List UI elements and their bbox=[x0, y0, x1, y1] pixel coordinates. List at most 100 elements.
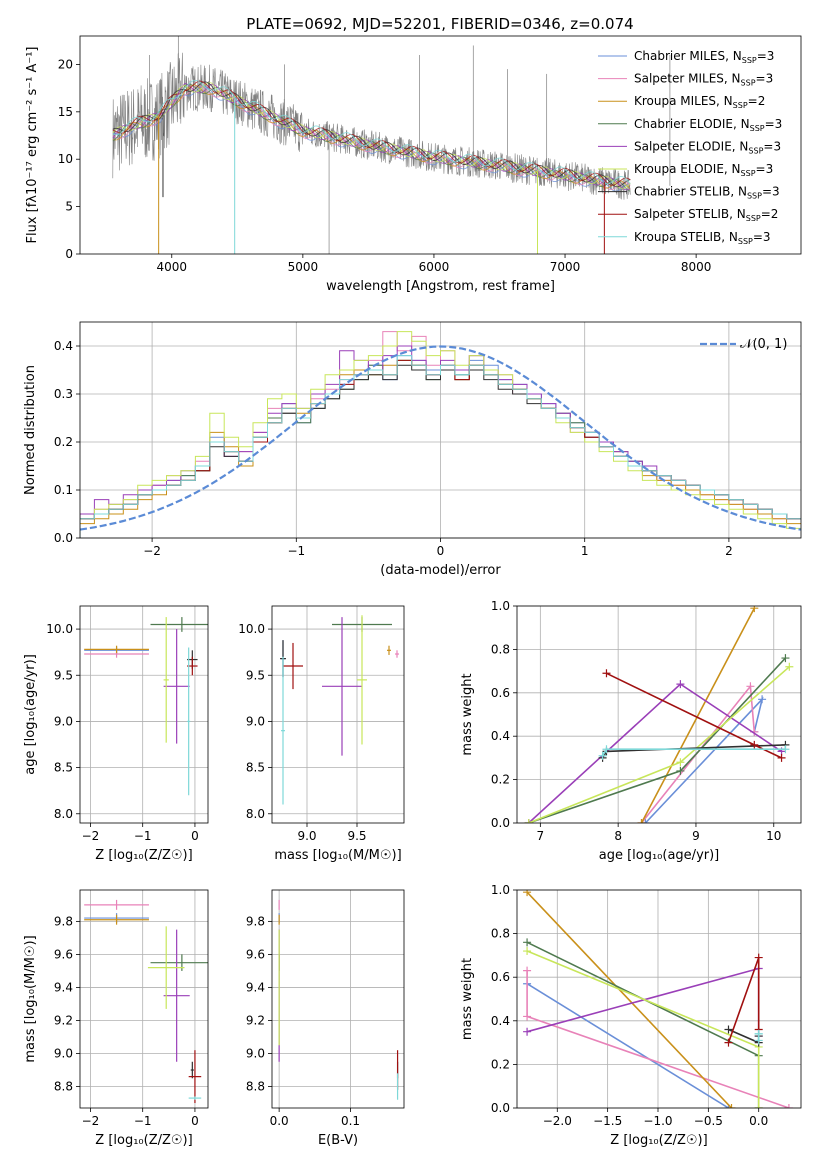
weight-series bbox=[528, 683, 782, 823]
tick-label-y: 8.0 bbox=[54, 807, 73, 821]
plot-area-mass_vs_ebv bbox=[278, 899, 399, 1100]
legend-text: =2 bbox=[748, 94, 766, 108]
weight-series bbox=[526, 941, 760, 1108]
weight-series bbox=[526, 891, 733, 1108]
x-axis-label: wavelength [Angstrom, rest frame] bbox=[326, 279, 555, 294]
tick-label-y: 0.8 bbox=[491, 927, 510, 941]
tick-label-x: 8 bbox=[614, 829, 622, 843]
weight-point bbox=[523, 966, 532, 975]
tick-label-y: 0.4 bbox=[491, 729, 510, 743]
tick-label-y: 0.8 bbox=[491, 642, 510, 656]
tick-label-y: 0.2 bbox=[491, 1057, 510, 1071]
model-spectrum bbox=[112, 79, 631, 185]
weight-point bbox=[524, 819, 533, 823]
weight-point bbox=[784, 1104, 793, 1108]
axes-frame bbox=[516, 889, 802, 1109]
tick-label-x: 0.0 bbox=[270, 1114, 289, 1128]
tick-label-y: 10.0 bbox=[238, 622, 265, 636]
tick-label-y: 0.0 bbox=[54, 531, 73, 545]
y-axis-label: mass weight bbox=[460, 673, 475, 755]
legend-text: =3 bbox=[765, 117, 783, 131]
legend-text: Salpeter ELODIE, N bbox=[634, 139, 748, 153]
tick-label-y: 15 bbox=[58, 105, 73, 119]
tick-label-y: 9.2 bbox=[54, 1013, 73, 1027]
weight-series bbox=[640, 684, 756, 823]
tick-label-y: 9.4 bbox=[54, 980, 73, 994]
tick-label-y: 8.8 bbox=[54, 1080, 73, 1094]
y-axis-label: mass [log₁₀(M/M☉)] bbox=[23, 935, 38, 1062]
axes-mass_vs_ebv: 0.0 0.1 8.8 9.0 9.2 9.4 9.6 9.8 E(B-V) bbox=[246, 889, 405, 1148]
plot-area-mass_weight_vs_Z bbox=[523, 890, 793, 1108]
x-axis-label: E(B-V) bbox=[318, 1133, 358, 1148]
tick-label-x: −2 bbox=[82, 1114, 100, 1128]
weight-point bbox=[746, 682, 755, 691]
legend-text: =2 bbox=[761, 207, 779, 221]
normal-curve bbox=[80, 345, 801, 531]
tick-label-y: 20 bbox=[58, 57, 73, 71]
tick-label-y: 9.8 bbox=[54, 914, 73, 928]
plot-area-age_vs_mass bbox=[280, 615, 399, 805]
legend-text: Salpeter STELIB, N bbox=[634, 207, 746, 221]
tick-label-y: 0.1 bbox=[54, 483, 73, 497]
tick-label-y: 9.0 bbox=[54, 1047, 73, 1061]
y-axis-label: Flux [fλ10⁻¹⁷ erg cm⁻² s⁻¹ A⁻¹] bbox=[25, 47, 40, 244]
legend-entry: Salpeter MILES, NSSP=3 bbox=[634, 72, 773, 88]
tick-label-x: 0.1 bbox=[341, 1114, 360, 1128]
x-axis-label: Z [log₁₀(Z/Z☉)] bbox=[95, 848, 192, 863]
tick-label-x: 1 bbox=[581, 544, 589, 558]
weight-point bbox=[750, 740, 759, 749]
y-axis-label: age [log₁₀(age/yr)] bbox=[23, 654, 38, 775]
tick-label-y: 9.6 bbox=[246, 947, 265, 961]
weight-point bbox=[758, 695, 767, 704]
weight-point bbox=[777, 753, 786, 762]
x-axis-label: mass [log₁₀(M/M☉)] bbox=[274, 848, 401, 863]
y-axis-label: Normed distribution bbox=[23, 365, 38, 495]
model-spectrum bbox=[112, 84, 631, 190]
tick-label-x: 7 bbox=[537, 829, 545, 843]
legend-entry: Kroupa MILES, NSSP=2 bbox=[634, 94, 765, 110]
tick-label-x: −1.5 bbox=[593, 1114, 622, 1128]
tick-label-y: 0.2 bbox=[491, 773, 510, 787]
tick-label-y: 9.4 bbox=[246, 980, 265, 994]
tick-label-x: −2 bbox=[143, 544, 161, 558]
x-axis-label: Z [log₁₀(Z/Z☉)] bbox=[95, 1133, 192, 1148]
tick-label-x: 9.5 bbox=[347, 829, 366, 843]
legend-entry: Chabrier STELIB, NSSP=3 bbox=[634, 185, 780, 201]
plot-area-residuals bbox=[80, 331, 801, 538]
tick-label-x: 2 bbox=[725, 544, 733, 558]
weight-point bbox=[781, 654, 790, 663]
axes-mass_weight_vs_Z: −2.0 −1.5 −1.0 −0.5 0.0 0.0 0.2 0.4 0.6 0.8 1.0 Z [… bbox=[460, 883, 802, 1148]
weight-point bbox=[727, 1104, 736, 1108]
weight-point bbox=[785, 662, 794, 671]
legend-text: =3 bbox=[753, 230, 771, 244]
tick-label-y: 8.5 bbox=[54, 761, 73, 775]
tick-label-x: −1.0 bbox=[643, 1114, 672, 1128]
tick-label-y: 8.0 bbox=[246, 807, 265, 821]
legend-text: Kroupa MILES, N bbox=[634, 94, 733, 108]
axes-frame bbox=[516, 605, 802, 824]
tick-label-y: 0.6 bbox=[491, 970, 510, 984]
weight-point bbox=[523, 1027, 532, 1036]
weight-point bbox=[676, 766, 685, 775]
tick-label-y: 1.0 bbox=[491, 883, 510, 897]
tick-label-y: 9.0 bbox=[246, 1047, 265, 1061]
axes-frame bbox=[79, 605, 209, 824]
weight-point bbox=[523, 947, 532, 956]
tick-label-x: 0 bbox=[437, 544, 445, 558]
axes-frame bbox=[271, 605, 405, 824]
legend-subscript: SSP bbox=[746, 214, 761, 223]
tick-label-y: 0.0 bbox=[491, 1101, 510, 1115]
tick-label-y: 10.0 bbox=[46, 622, 73, 636]
legend-subscript: SSP bbox=[750, 124, 765, 133]
legend-subscript: SSP bbox=[742, 56, 757, 65]
axes-age_vs_mass: 9.0 9.5 8.0 8.5 9.0 9.5 10.0 mass [log₁₀(M/M☉)] bbox=[238, 605, 405, 863]
weight-point bbox=[676, 680, 685, 689]
weight-series bbox=[640, 607, 756, 823]
legend-text: =3 bbox=[756, 162, 774, 176]
axes-age_vs_Z: −2 −1 0 8.0 8.5 9.0 9.5 10.0 Z [log₁₀(Z/Z☉)] age … bbox=[23, 605, 209, 863]
weight-point bbox=[523, 1012, 532, 1021]
weight-series bbox=[526, 983, 729, 1108]
tick-label-x: −0.5 bbox=[694, 1114, 723, 1128]
